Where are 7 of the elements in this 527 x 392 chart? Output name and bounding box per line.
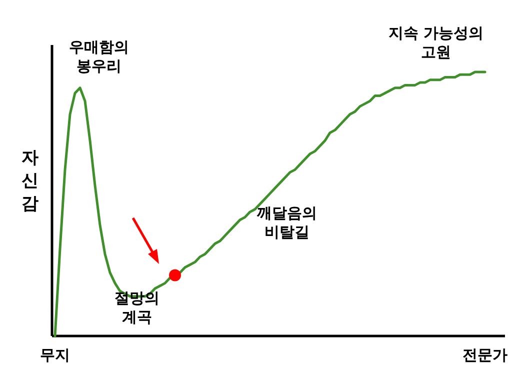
x-tick-label: 무지 xyxy=(40,346,70,364)
text: 지속 가능성의 고원 xyxy=(388,24,484,61)
annotation: 우매함의 봉우리 xyxy=(69,38,129,75)
x-tick-label: 전문가 xyxy=(462,346,508,364)
annotation: 절망의 계곡 xyxy=(114,289,160,326)
y-axis-title: 자신감 xyxy=(22,148,38,214)
annotation: 깨달음의 비탈길 xyxy=(256,204,317,241)
